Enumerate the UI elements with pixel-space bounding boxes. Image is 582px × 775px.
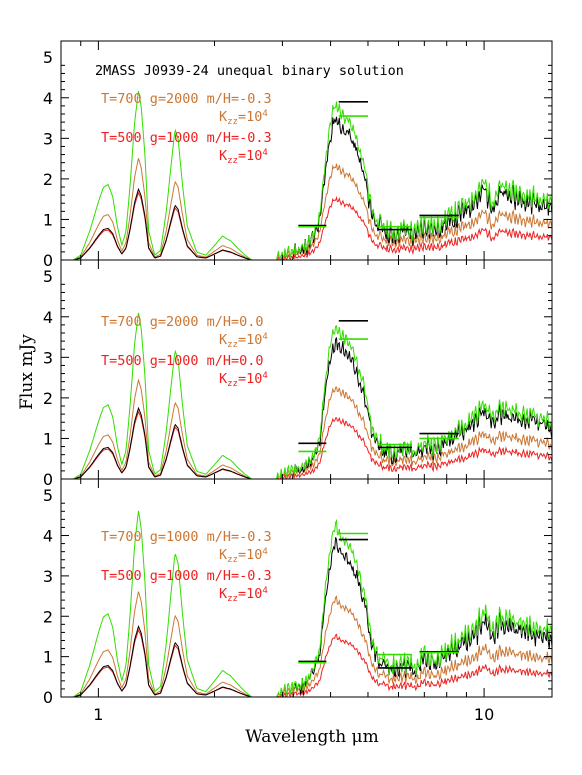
combined-model-line [72, 91, 552, 260]
observed-spectrum-line [72, 116, 552, 260]
kzz-annotation: Kzz=104 [219, 371, 268, 389]
plot-area [72, 91, 552, 260]
combined-model-line [72, 312, 552, 479]
y-tick-label: 0 [43, 688, 53, 707]
y-tick-label: 2 [43, 170, 53, 189]
kzz-annotation: Kzz=104 [219, 332, 268, 350]
model-annotation: T=500 g=1000 m/H=0.0 [101, 353, 264, 369]
panel-3: 0 1 2 3 4 5 T=700 g=1000 m/H=-0.3 Kzz=104 T=500 … [43, 478, 553, 707]
warm-model-line [72, 378, 552, 479]
y-axis-label: Flux mJy [17, 334, 37, 410]
chart-title: 2MASS J0939-24 unequal binary solution [95, 63, 404, 79]
plot-area [72, 312, 552, 479]
y-tick-label: 5 [43, 486, 53, 505]
model-annotation: T=500 g=1000 m/H=-0.3 [101, 130, 272, 146]
y-tick-label: 1 [43, 429, 53, 448]
y-tick-label: 1 [43, 210, 53, 229]
model-annotation: T=700 g=2000 m/H=-0.3 [101, 91, 272, 107]
y-tick-label: 0 [43, 470, 53, 489]
plot-area [72, 510, 552, 697]
panel-1: 0 1 2 3 4 5 T=700 g=2000 m/H=-0.3 Kzz=104 T=500 … [43, 40, 553, 270]
y-tick-label: 3 [43, 348, 53, 367]
x-axis-label: Wavelength μm [245, 727, 378, 747]
y-tick-label: 4 [43, 527, 53, 546]
panel-frame [60, 259, 553, 480]
model-annotation: T=700 g=1000 m/H=-0.3 [101, 529, 272, 545]
kzz-annotation: Kzz=104 [219, 148, 268, 166]
y-tick-label: 3 [43, 567, 53, 586]
panel-frame [60, 478, 553, 698]
kzz-annotation: Kzz=104 [219, 109, 268, 127]
observed-spectrum-line [72, 337, 552, 479]
x-tick-label: 1 [93, 705, 103, 724]
panel-2: 0 1 2 3 4 5 T=700 g=2000 m/H=0.0 Kzz=104 T=500 g… [43, 259, 553, 489]
y-tick-label: 3 [43, 129, 53, 148]
y-tick-label: 4 [43, 308, 53, 327]
y-tick-label: 5 [43, 267, 53, 286]
model-annotation: T=700 g=2000 m/H=0.0 [101, 314, 264, 330]
cold-model-line [72, 628, 552, 697]
kzz-annotation: Kzz=104 [219, 547, 268, 565]
y-tick-label: 1 [43, 648, 53, 667]
combined-model-line [72, 510, 552, 697]
x-tick-label: 10 [474, 705, 494, 724]
y-tick-label: 2 [43, 389, 53, 408]
warm-model-line [72, 158, 552, 260]
kzz-annotation: Kzz=104 [219, 586, 268, 604]
y-tick-label: 2 [43, 607, 53, 626]
y-tick-label: 4 [43, 89, 53, 108]
y-tick-label: 5 [43, 48, 53, 67]
observed-spectrum-line [72, 537, 552, 697]
y-tick-label: 0 [43, 251, 53, 270]
warm-model-line [72, 591, 552, 697]
model-annotation: T=500 g=1000 m/H=-0.3 [101, 568, 272, 584]
